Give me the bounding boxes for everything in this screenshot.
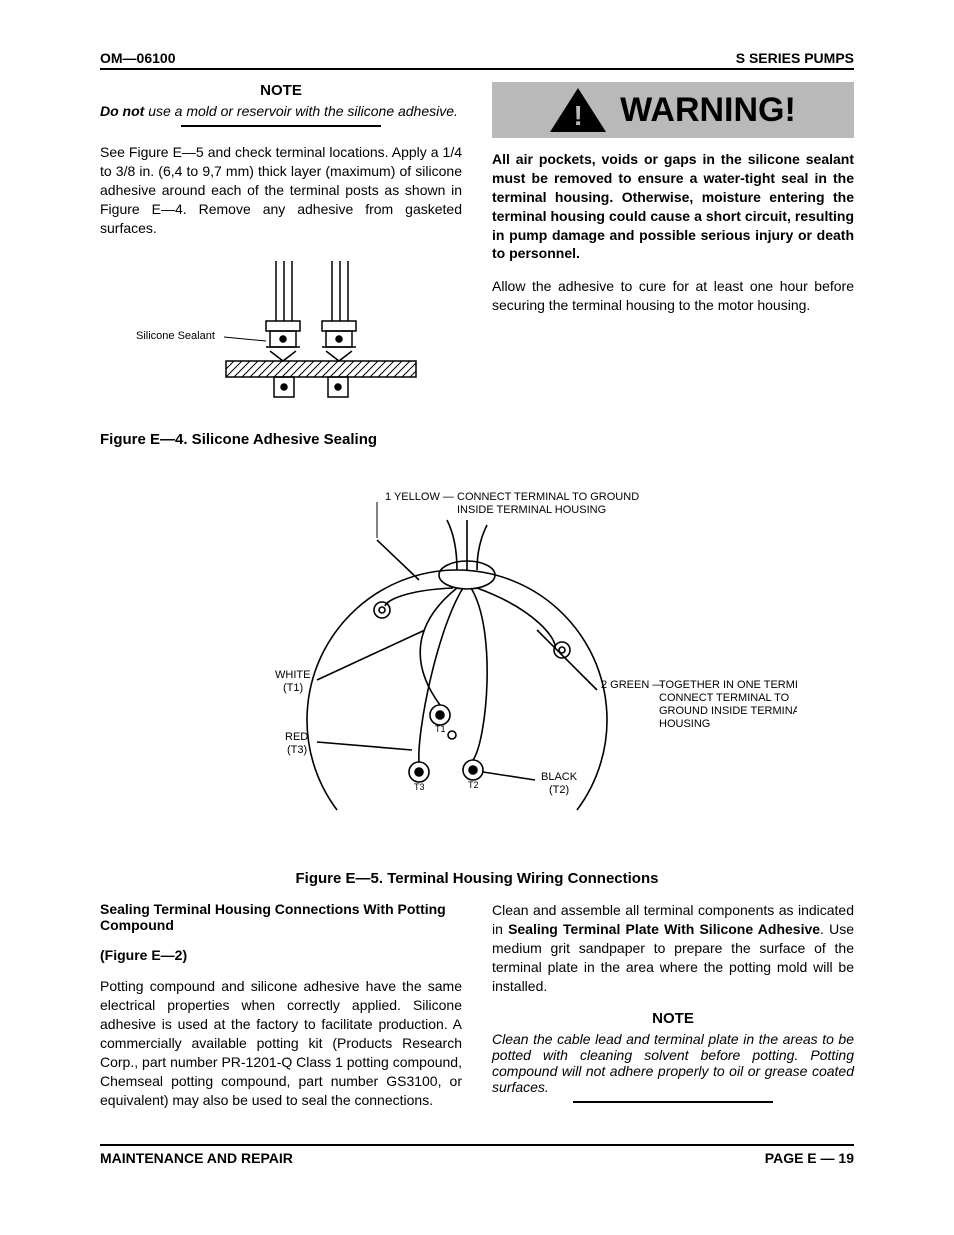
svg-text:TOGETHER IN ONE TERMINAL.: TOGETHER IN ONE TERMINAL.: [659, 679, 797, 691]
note-heading-1: NOTE: [100, 82, 462, 99]
warning-banner: WARNING!: [492, 82, 854, 138]
warning-text: WARNING!: [620, 91, 796, 130]
figure-e4-caption: Figure E—4. Silicone Adhesive Sealing: [100, 431, 462, 448]
section3-para: Clean and assemble all terminal componen…: [492, 901, 854, 995]
page-header: OM—06100 S SERIES PUMPS: [100, 50, 854, 70]
svg-text:T2: T2: [468, 780, 479, 790]
svg-text:CONNECT TERMINAL TO GROUND: CONNECT TERMINAL TO GROUND: [457, 491, 639, 503]
svg-text:RED: RED: [285, 731, 308, 743]
footer-right: PAGE E — 19: [765, 1150, 854, 1166]
figure-e4-diagram: Silicone Sealant: [136, 251, 426, 421]
svg-text:BLACK: BLACK: [541, 771, 578, 783]
section2-para: Potting compound and silicone adhesive h…: [100, 977, 462, 1109]
top-columns: NOTE Do not use a mold or reservoir with…: [100, 82, 854, 460]
bottom-right-column: Clean and assemble all terminal componen…: [492, 901, 854, 1123]
svg-text:(T1): (T1): [283, 682, 303, 694]
left-column: NOTE Do not use a mold or reservoir with…: [100, 82, 462, 460]
para-see-figure: See Figure E—5 and check terminal locati…: [100, 143, 462, 237]
note-body-2: Clean the cable lead and terminal plate …: [492, 1031, 854, 1095]
figure-e5-wrap: 1 YELLOW — CONNECT TERMINAL TO GROUND IN…: [100, 480, 854, 887]
svg-text:1 YELLOW —: 1 YELLOW —: [385, 491, 454, 503]
svg-text:T3: T3: [414, 782, 425, 792]
header-left: OM—06100: [100, 50, 175, 66]
section3-bold: Sealing Terminal Plate With Silicone Adh…: [508, 921, 820, 937]
warning-triangle-icon: [550, 88, 606, 132]
note-heading-2: NOTE: [492, 1010, 854, 1027]
note-rule-1: [181, 125, 380, 127]
svg-text:HOUSING: HOUSING: [659, 718, 710, 730]
svg-text:INSIDE TERMINAL HOUSING: INSIDE TERMINAL HOUSING: [457, 504, 606, 516]
warning-paragraph: All air pockets, voids or gaps in the si…: [492, 150, 854, 263]
section2-figref: (Figure E—2): [100, 947, 462, 963]
svg-text:(T3): (T3): [287, 744, 307, 756]
page-footer: MAINTENANCE AND REPAIR PAGE E — 19: [100, 1144, 854, 1166]
svg-text:GROUND INSIDE TERMINAL: GROUND INSIDE TERMINAL: [659, 705, 797, 717]
svg-text:CONNECT TERMINAL TO: CONNECT TERMINAL TO: [659, 692, 790, 704]
svg-text:2 GREEN —: 2 GREEN —: [601, 679, 663, 691]
note-rest: use a mold or reservoir with the silicon…: [144, 103, 458, 119]
figure-e5-caption: Figure E—5. Terminal Housing Wiring Conn…: [100, 870, 854, 887]
fig4-label: Silicone Sealant: [136, 330, 215, 342]
allow-paragraph: Allow the adhesive to cure for at least …: [492, 277, 854, 315]
footer-left: MAINTENANCE AND REPAIR: [100, 1150, 293, 1166]
svg-text:(T2): (T2): [549, 784, 569, 796]
header-right: S SERIES PUMPS: [736, 50, 854, 66]
note-body-1: Do not use a mold or reservoir with the …: [100, 103, 462, 119]
svg-text:T1: T1: [435, 724, 446, 734]
bottom-left-column: Sealing Terminal Housing Connections Wit…: [100, 901, 462, 1123]
right-column: WARNING! All air pockets, voids or gaps …: [492, 82, 854, 460]
note-donot: Do not: [100, 103, 144, 119]
bottom-columns: Sealing Terminal Housing Connections Wit…: [100, 901, 854, 1123]
svg-text:WHITE: WHITE: [275, 669, 310, 681]
note-rule-2: [573, 1101, 772, 1103]
section2-heading: Sealing Terminal Housing Connections Wit…: [100, 901, 462, 933]
figure-e5-diagram: 1 YELLOW — CONNECT TERMINAL TO GROUND IN…: [157, 480, 797, 860]
